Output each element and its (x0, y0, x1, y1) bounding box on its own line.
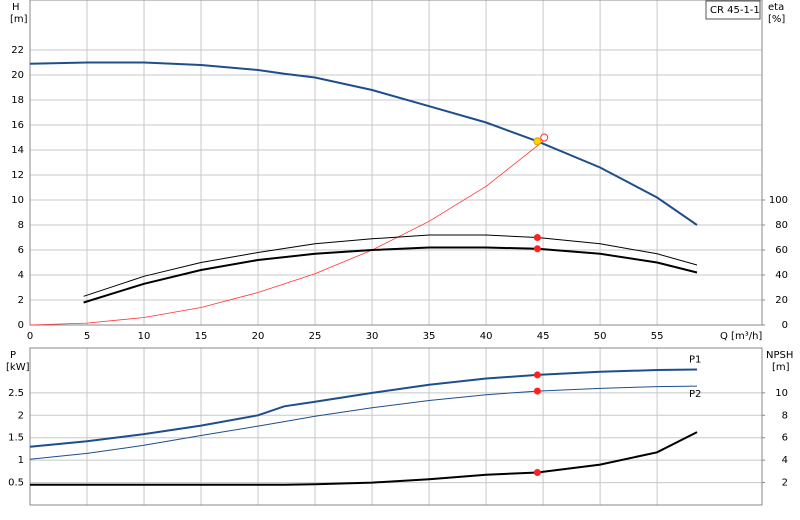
y-tick-label: 10 (11, 195, 24, 206)
x-tick-label: 10 (138, 331, 151, 342)
curve (30, 431, 698, 486)
series-label: P2 (689, 389, 701, 400)
y2-tick-label: 2 (782, 478, 788, 489)
y2-unit: [%] (768, 14, 785, 25)
y-tick-label: 1.5 (8, 433, 24, 444)
y2-tick-label: 20 (775, 295, 788, 306)
y-tick-label: 1 (18, 455, 24, 466)
duty-point (540, 133, 549, 142)
x-tick-label: 55 (651, 331, 664, 342)
y-tick-label: 8 (18, 220, 24, 231)
plot-frame (29, 0, 763, 326)
y-tick-label: 22 (11, 45, 24, 56)
y-tick-label: 14 (11, 145, 24, 156)
x-tick-label: 35 (423, 331, 436, 342)
y-tick-label: 0 (18, 320, 24, 331)
curve (29, 368, 698, 448)
y-label: P (10, 350, 16, 361)
y-tick-label: 4 (18, 270, 24, 281)
y-tick-label: 2 (18, 410, 24, 421)
duty-point (533, 387, 541, 395)
y2-tick-label: 0 (782, 320, 788, 331)
x-label: Q [m³/h] (720, 331, 762, 342)
y2-tick-label: 10 (775, 388, 788, 399)
x-tick-label: 45 (537, 331, 550, 342)
y-unit: [m] (10, 14, 28, 25)
y2-unit: [m] (772, 362, 790, 373)
duty-point (533, 245, 541, 253)
curve (83, 246, 698, 304)
y-unit: [kW] (6, 362, 30, 373)
x-tick-label: 50 (594, 331, 607, 342)
y-tick-label: 18 (11, 95, 24, 106)
x-tick-label: 25 (309, 331, 322, 342)
x-tick-label: 0 (27, 331, 33, 342)
curve (83, 234, 698, 297)
y2-tick-label: 80 (775, 220, 788, 231)
duty-point (533, 371, 541, 379)
plot-frame (29, 347, 763, 506)
y2-tick-label: 100 (769, 195, 788, 206)
duty-point (533, 137, 542, 146)
curve (29, 140, 544, 326)
y-tick-label: 6 (18, 245, 24, 256)
y2-tick-label: 60 (775, 245, 788, 256)
x-tick-label: 40 (480, 331, 493, 342)
y-tick-label: 0.5 (8, 478, 24, 489)
y2-tick-label: 8 (782, 410, 788, 421)
duty-point (533, 234, 541, 241)
y2-label: NPSH (766, 350, 793, 361)
x-tick-label: 30 (366, 331, 379, 342)
product-label: CR 45-1-1 (710, 5, 760, 16)
x-tick-label: 20 (252, 331, 265, 342)
x-tick-label: 5 (84, 331, 90, 342)
duty-point (533, 468, 541, 476)
curve (29, 385, 698, 460)
y-tick-label: 2.5 (8, 388, 24, 399)
y2-label: eta (768, 2, 784, 13)
series-label: P1 (689, 355, 701, 366)
y-tick-label: 20 (11, 70, 24, 81)
x-tick-label: 15 (195, 331, 208, 342)
y2-tick-label: 4 (782, 455, 788, 466)
y-tick-label: 16 (11, 120, 24, 131)
y-label: H (12, 2, 20, 13)
y-tick-label: 12 (11, 170, 24, 181)
y2-tick-label: 6 (782, 433, 788, 444)
y-tick-label: 2 (18, 295, 24, 306)
y2-tick-label: 40 (775, 270, 788, 281)
product-box (705, 0, 761, 20)
curve (29, 61, 698, 226)
